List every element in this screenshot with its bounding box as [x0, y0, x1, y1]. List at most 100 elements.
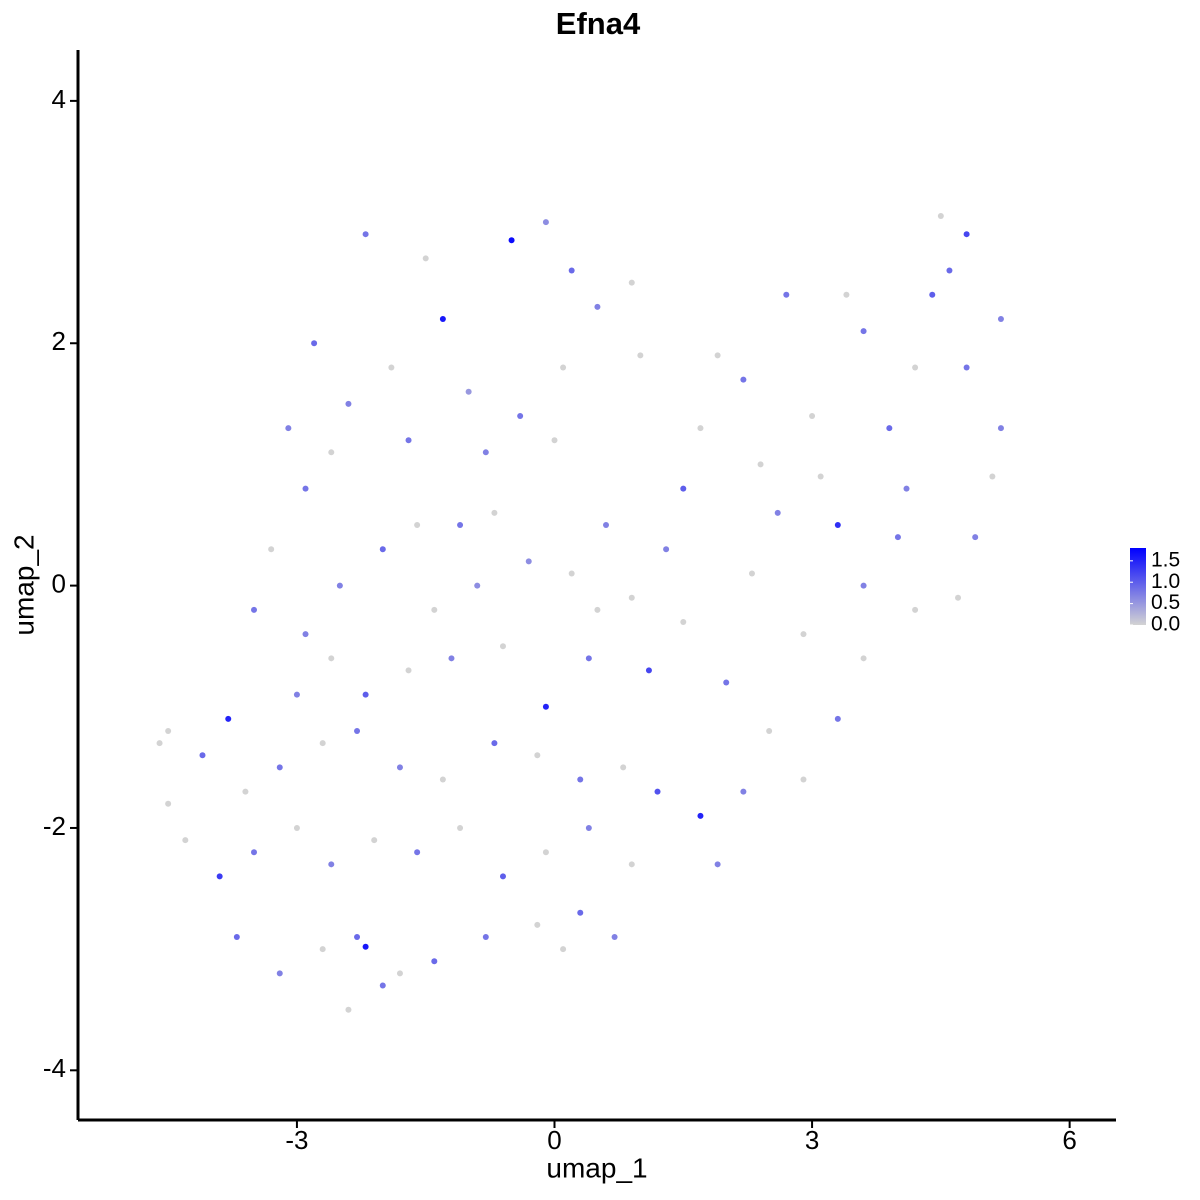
point — [860, 655, 867, 662]
point — [800, 631, 807, 638]
point — [766, 728, 773, 735]
point — [251, 606, 258, 613]
x-tick-label: -3 — [285, 1125, 308, 1155]
point — [989, 473, 996, 480]
colorbar — [1130, 548, 1146, 625]
point — [697, 425, 704, 432]
point — [362, 691, 369, 698]
point — [560, 946, 567, 953]
point — [680, 485, 687, 492]
x-axis-label: umap_1 — [546, 1152, 647, 1183]
point — [482, 449, 489, 456]
point — [508, 237, 515, 244]
point — [577, 776, 584, 783]
point — [422, 255, 429, 262]
point — [654, 788, 661, 795]
point — [414, 849, 421, 856]
point — [396, 970, 403, 977]
point — [645, 667, 652, 674]
point — [165, 800, 172, 807]
point — [439, 776, 446, 783]
point — [568, 267, 575, 274]
point — [328, 861, 335, 868]
point — [302, 631, 309, 638]
point — [465, 388, 472, 395]
point — [474, 582, 481, 589]
point — [242, 788, 249, 795]
point — [809, 412, 816, 419]
point — [517, 412, 524, 419]
point — [620, 764, 627, 771]
point — [912, 364, 919, 371]
point — [800, 776, 807, 783]
point — [886, 425, 893, 432]
point — [834, 522, 841, 529]
point — [740, 788, 747, 795]
point — [439, 316, 446, 323]
point — [388, 364, 395, 371]
point — [362, 231, 369, 238]
point — [225, 715, 232, 722]
point — [405, 437, 412, 444]
colorbar-tick-label: 0.5 — [1151, 591, 1180, 614]
point — [542, 219, 549, 226]
point — [379, 982, 386, 989]
point — [328, 449, 335, 456]
point — [748, 570, 755, 577]
point — [542, 703, 549, 710]
chart-title: Efna4 — [556, 6, 641, 41]
point — [585, 655, 592, 662]
point — [156, 740, 163, 747]
point — [482, 934, 489, 941]
point — [362, 943, 369, 950]
point — [345, 400, 352, 407]
point — [946, 267, 953, 274]
point — [371, 837, 378, 844]
point — [457, 522, 464, 529]
point — [525, 558, 532, 565]
point — [774, 509, 781, 516]
point — [499, 873, 506, 880]
point — [585, 824, 592, 831]
point — [937, 213, 944, 220]
point — [448, 655, 455, 662]
point — [594, 303, 601, 310]
point — [216, 873, 223, 880]
y-tick-label: -4 — [43, 1053, 66, 1083]
point — [955, 594, 962, 601]
point — [663, 546, 670, 553]
point — [834, 715, 841, 722]
point — [680, 618, 687, 625]
point — [912, 606, 919, 613]
point — [551, 437, 558, 444]
point — [929, 291, 936, 298]
point — [354, 934, 361, 941]
point — [233, 934, 240, 941]
y-axis-label: umap_2 — [8, 534, 39, 635]
point — [199, 752, 206, 759]
point — [491, 509, 498, 516]
point — [568, 570, 575, 577]
point — [285, 425, 292, 432]
point — [577, 909, 584, 916]
point — [319, 946, 326, 953]
point — [714, 352, 721, 359]
point — [405, 667, 412, 674]
point — [817, 473, 824, 480]
x-tick-label: 6 — [1062, 1125, 1076, 1155]
point — [534, 921, 541, 928]
point — [637, 352, 644, 359]
point — [251, 849, 258, 856]
point — [491, 740, 498, 747]
point — [628, 861, 635, 868]
y-tick-label: -2 — [43, 811, 66, 841]
point — [414, 522, 421, 529]
point — [560, 364, 567, 371]
point — [328, 655, 335, 662]
point — [611, 934, 618, 941]
point — [542, 849, 549, 856]
point — [894, 534, 901, 541]
point — [783, 291, 790, 298]
point — [860, 328, 867, 335]
point — [843, 291, 850, 298]
